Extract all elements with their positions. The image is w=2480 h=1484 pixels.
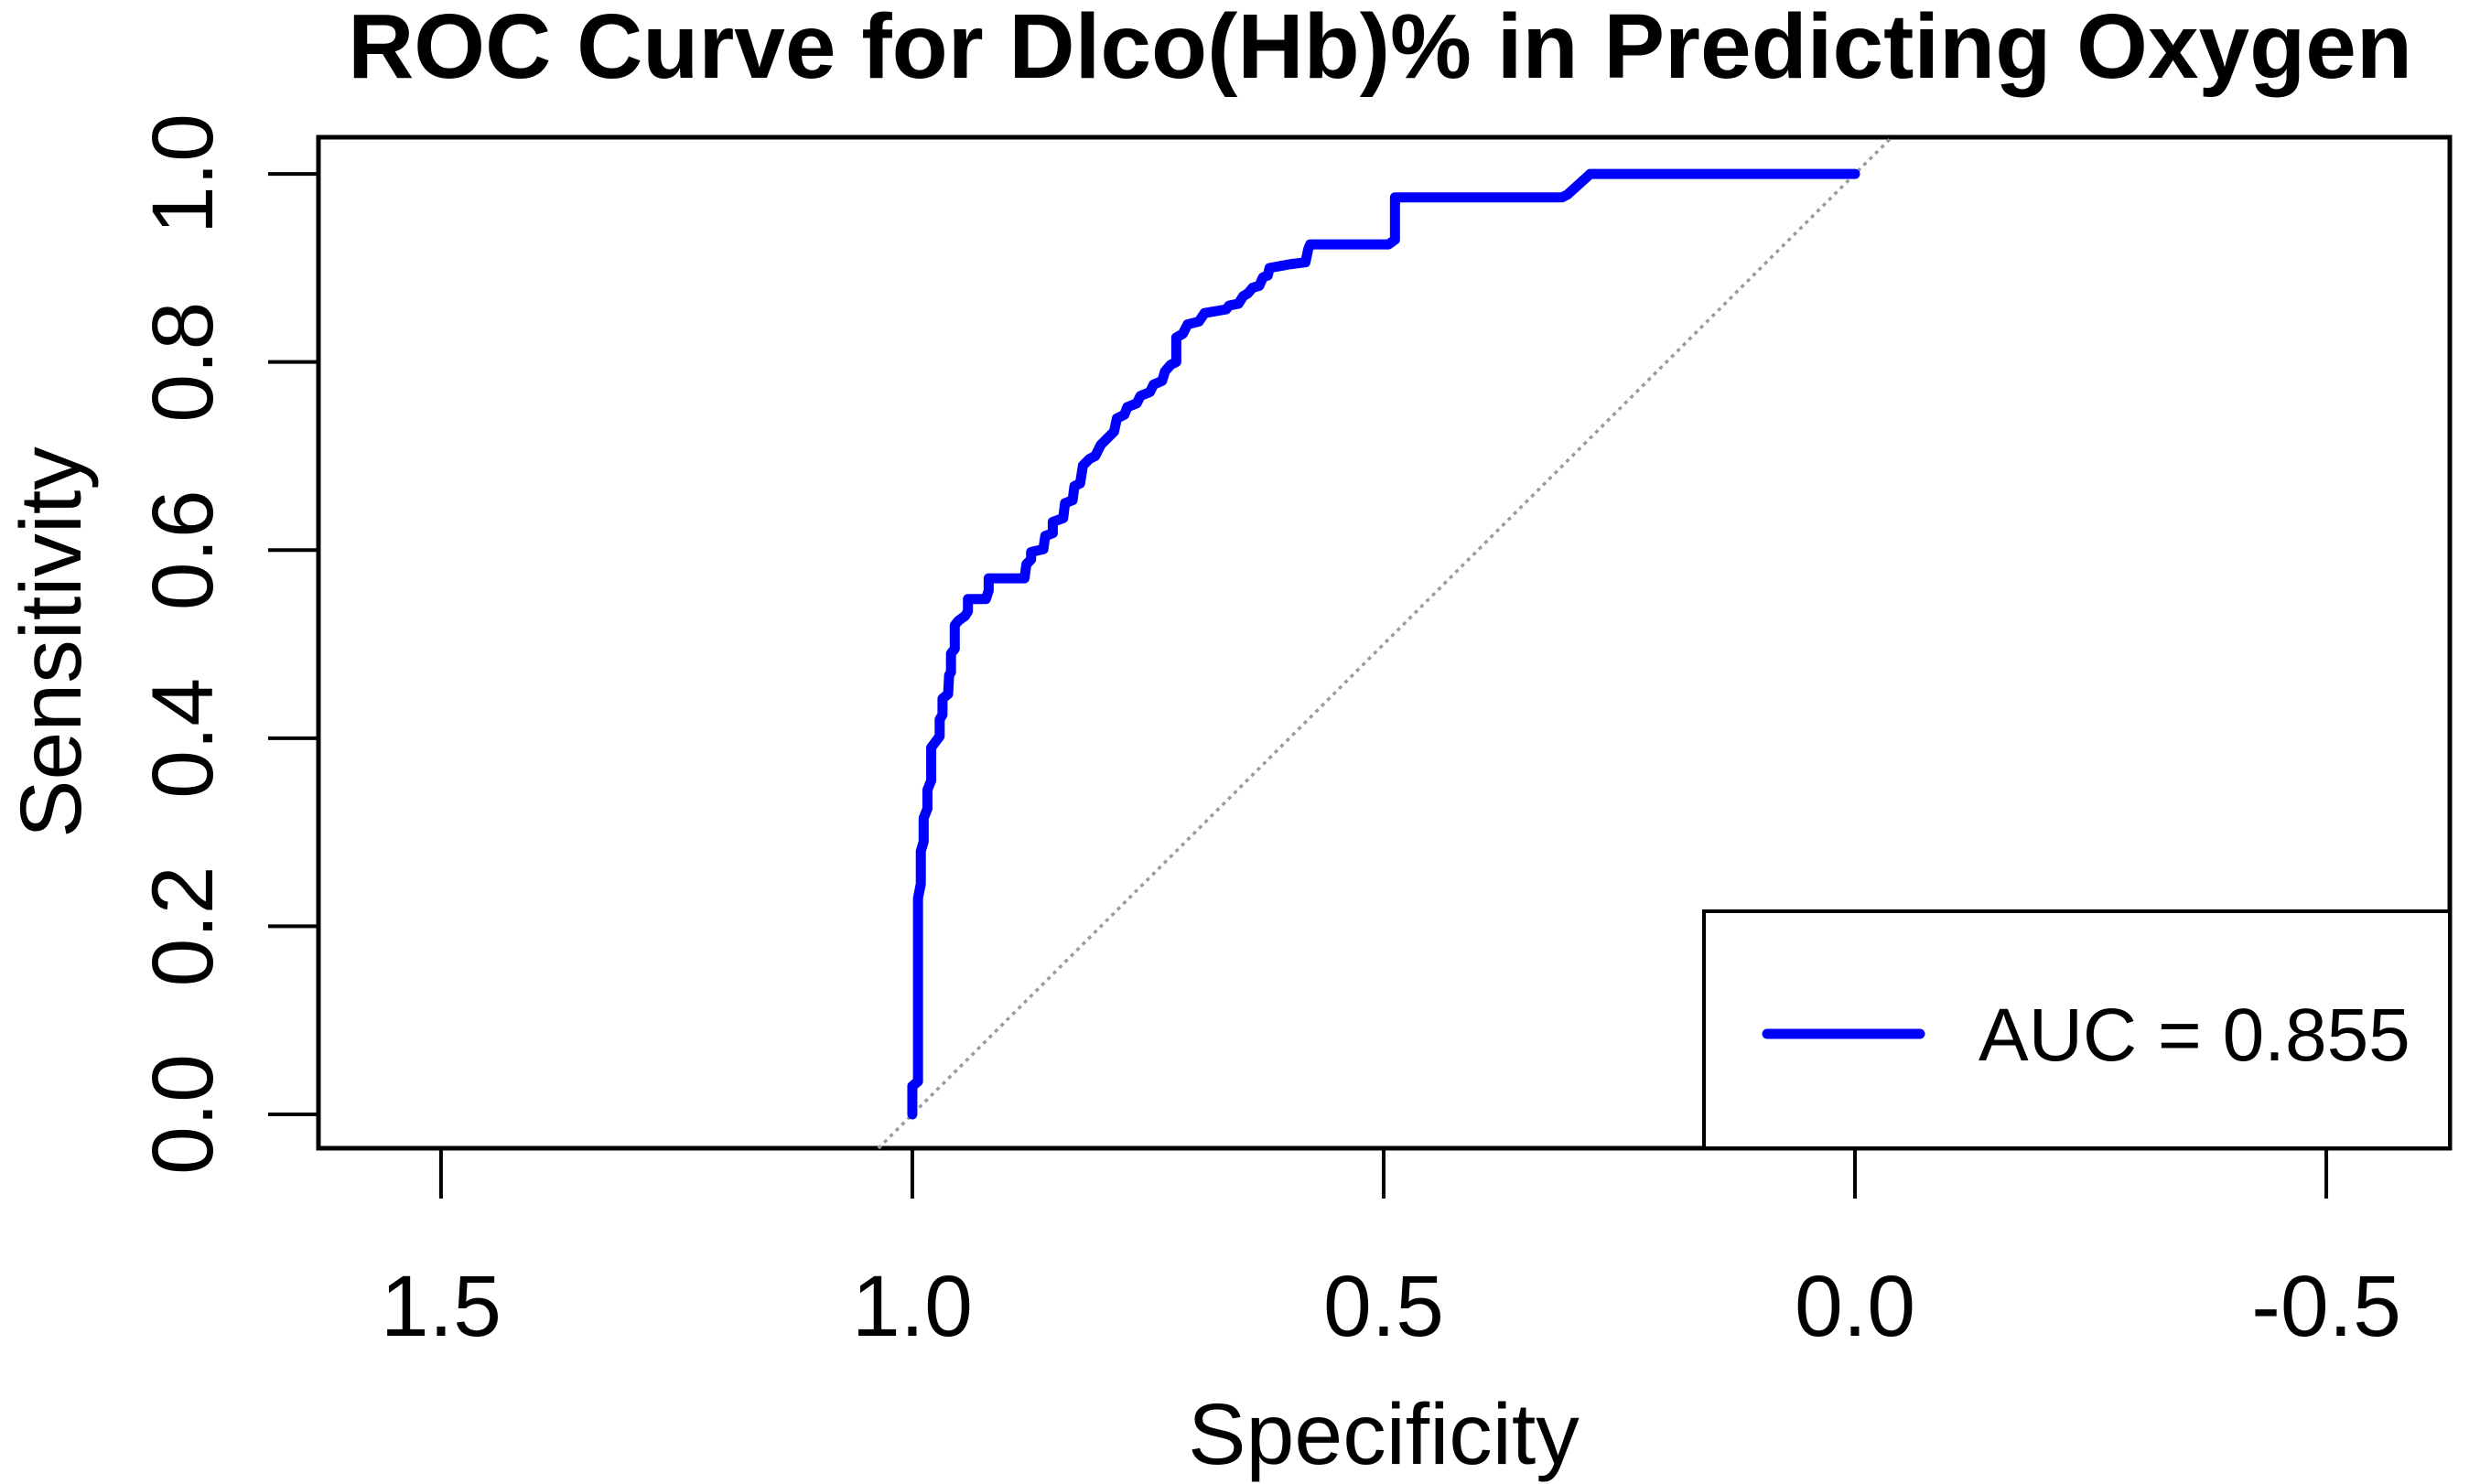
x-axis-tick-label: 0.0 <box>1795 1258 1915 1355</box>
y-axis-tick-label: 0.8 <box>135 302 232 423</box>
chart-text-layer: ROC Curve for Dlco(Hb)% in Predicting Ox… <box>3 0 2412 1483</box>
y-axis-title: Sensitivity <box>3 446 100 838</box>
x-axis-tick-label: 1.5 <box>381 1258 501 1355</box>
x-axis-tick-label: 0.5 <box>1323 1258 1444 1355</box>
y-axis-tick-label: 0.6 <box>135 489 232 610</box>
y-axis-tick-label: 0.0 <box>135 1054 232 1175</box>
roc-curve-line <box>907 168 1860 1120</box>
x-axis-tick-label: 1.0 <box>852 1258 973 1355</box>
x-axis-tick-label: -0.5 <box>2251 1258 2401 1355</box>
y-axis-tick-label: 0.2 <box>135 866 232 986</box>
y-axis-tick-label: 0.4 <box>135 678 232 799</box>
x-axis-title: Specificity <box>1188 1386 1580 1483</box>
chart-title: ROC Curve for Dlco(Hb)% in Predicting Ox… <box>348 0 2412 98</box>
y-axis-tick-label: 1.0 <box>135 113 232 234</box>
legend-auc-label: AUC = 0.855 <box>1979 994 2410 1077</box>
